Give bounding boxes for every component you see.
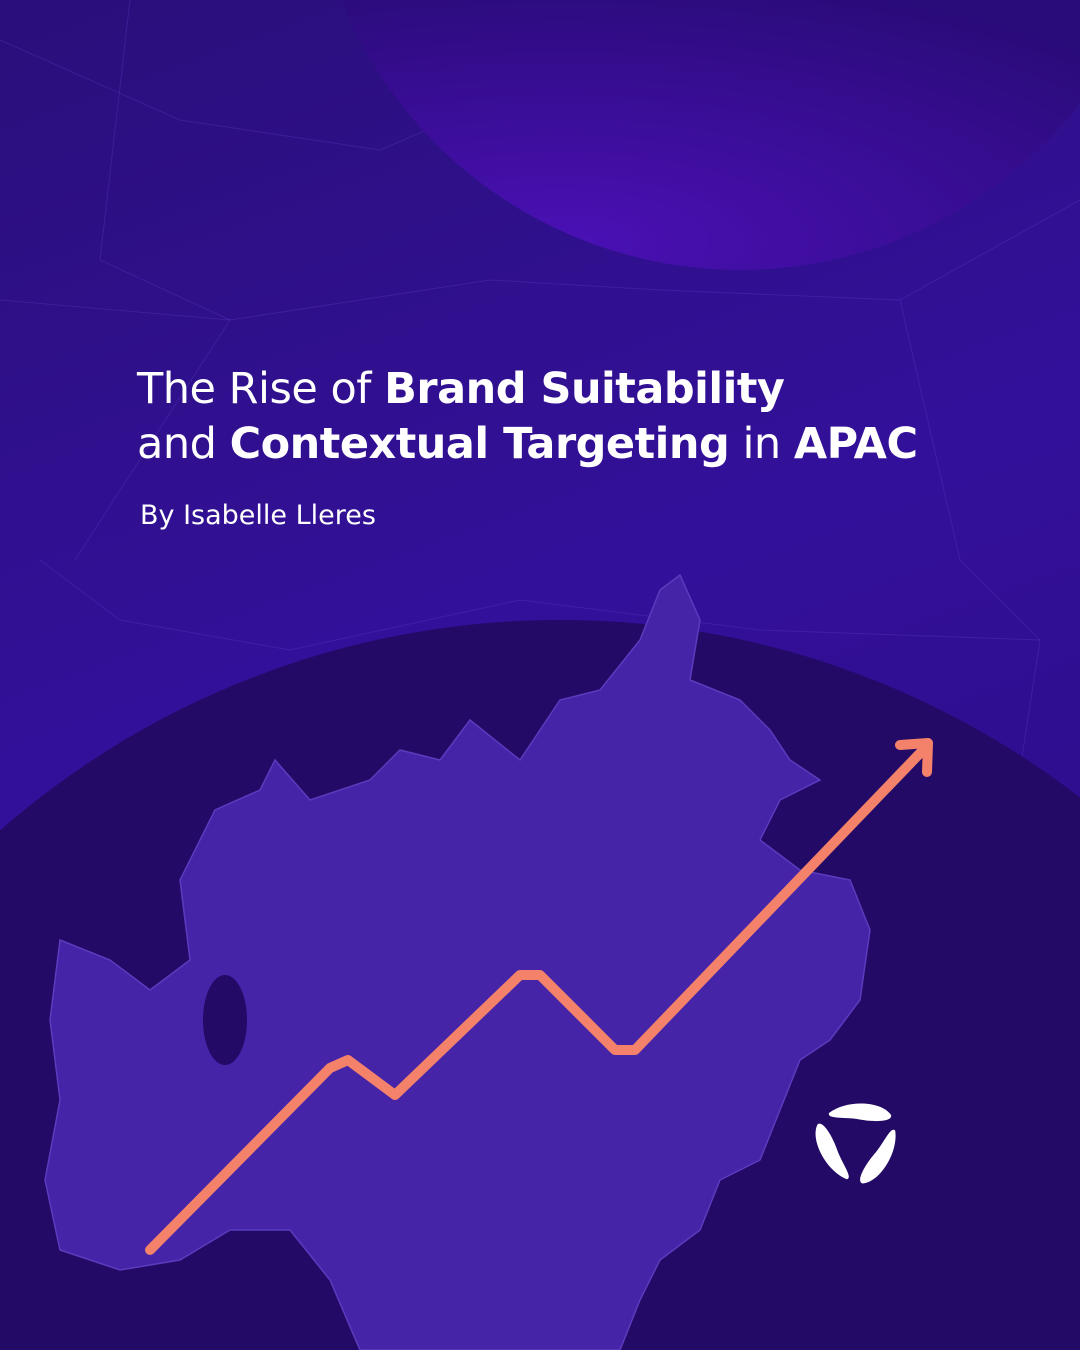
trend-up-arrow xyxy=(145,743,930,1255)
three-petal-logo xyxy=(815,1103,896,1184)
caspian-sea xyxy=(203,975,247,1065)
title-bold: Brand Suitability xyxy=(384,364,785,414)
page-title: The Rise of Brand Suitability and Context… xyxy=(137,362,918,472)
title-text: in xyxy=(729,419,794,469)
top-circle xyxy=(341,0,1080,270)
title-text: and xyxy=(137,419,230,469)
arrow-head xyxy=(895,738,933,777)
asia-map xyxy=(44,573,871,1350)
author-byline: By Isabelle Lleres xyxy=(140,500,376,531)
title-bold: APAC xyxy=(793,419,918,469)
title-text: The Rise of xyxy=(137,364,385,414)
title-bold: Contextual Targeting xyxy=(229,419,730,469)
